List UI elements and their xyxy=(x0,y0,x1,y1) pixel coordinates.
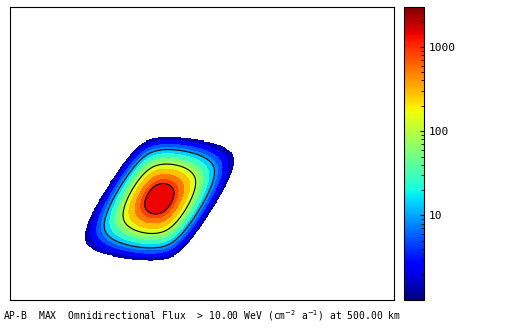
Text: AP-B  MAX  Omnidirectional Flux  > 10.00 WeV (cm$^{-2}$ a$^{-1}$) at 500.00 km: AP-B MAX Omnidirectional Flux > 10.00 We… xyxy=(3,308,401,323)
